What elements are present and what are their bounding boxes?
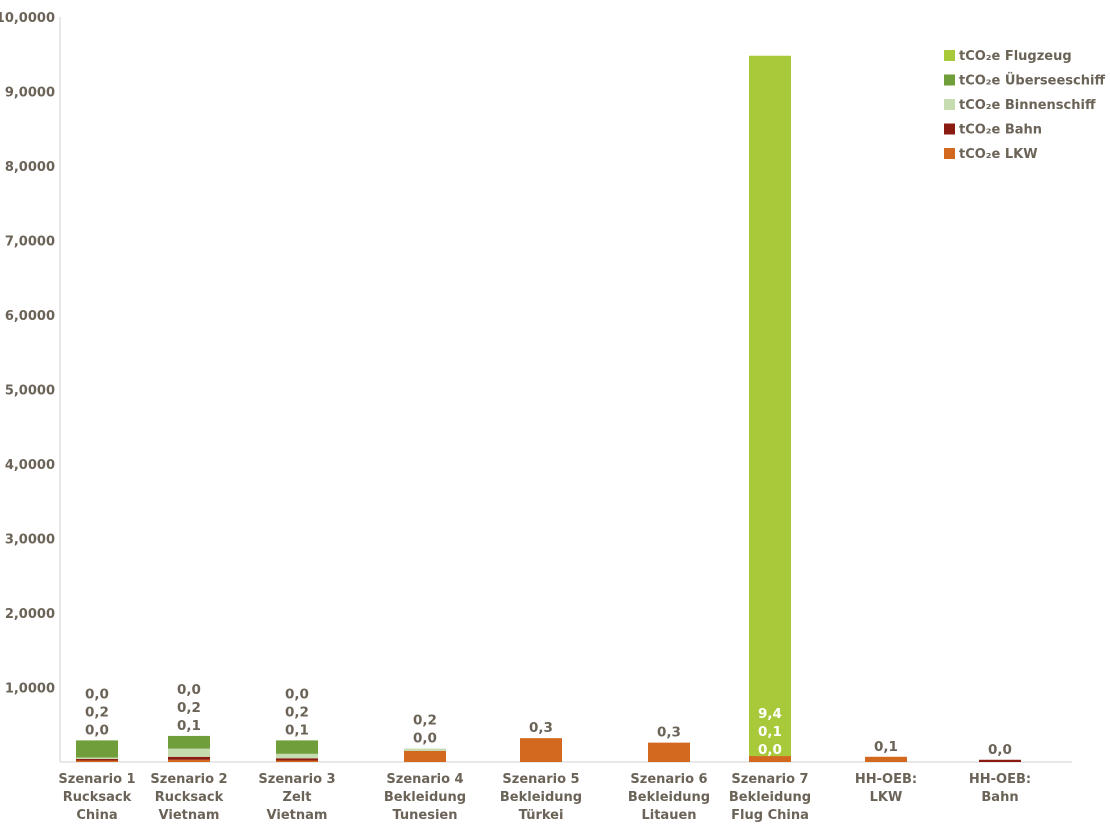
bar-segment [276,740,318,754]
y-tick-label: 1,0000 [5,682,55,697]
data-label: 9,4 [758,706,782,722]
bar-segment [168,735,210,749]
bar-segment [168,759,210,762]
data-label: 0,1 [177,718,201,734]
data-label: 0,0 [285,686,309,702]
bar-segment [168,748,210,757]
bar-segment [404,750,446,762]
bar-segment [865,756,907,762]
axes [59,17,1072,763]
data-label: 0,3 [529,720,553,736]
x-category-label: Szenario 1 Rucksack China [58,772,135,823]
legend-label: tCO₂e LKW [959,147,1038,162]
x-category-label: Szenario 6 Bekleidung Litauen [628,772,710,823]
bar-segment [76,760,118,762]
y-tick-label: 5,0000 [5,384,55,399]
y-tick-label: 6,0000 [5,309,55,324]
y-tick-label: 7,0000 [5,235,55,250]
legend-swatch [944,74,955,86]
data-label: 0,2 [285,704,309,720]
data-label: 0,2 [413,713,437,729]
bar-segment [276,758,318,761]
legend-label: tCO₂e Bahn [959,123,1042,138]
data-label: 0,2 [177,700,201,716]
bars [76,55,1021,762]
bar-segment [76,757,118,760]
legend-swatch [944,148,955,159]
legend-label: tCO₂e Überseeschiff [959,73,1105,89]
y-tick-label: 2,0000 [5,607,55,622]
data-label: 0,0 [988,742,1012,758]
data-label: 0,2 [85,704,109,720]
bar-segment [404,748,446,751]
y-tick-label: 9,0000 [5,86,55,101]
legend-swatch [944,123,955,135]
y-axis-ticks: 1,0000 2,0000 3,0000 4,0000 5,0000 6,0000 7,00… [0,11,55,697]
data-label: 0,0 [177,682,201,698]
bar-segment [648,742,690,762]
data-labels: 0,0 0,2 0,0 0,0 0,2 0,1 0,0 0,2 0,1 0,2 0,0 0,3 0,3 9… [85,682,1012,758]
bar-segment [168,756,210,760]
bar-segment [276,753,318,759]
x-category-label: Szenario 7 Bekleidung Flug China [729,772,811,823]
legend-label: tCO₂e Flugzeug [959,49,1072,64]
bar-segment [276,760,318,762]
bar-segment [749,756,791,762]
bar-segment [520,738,562,762]
y-tick-label: 10,0000 [0,11,55,26]
x-category-label: Szenario 2 Rucksack Vietnam [150,772,227,823]
data-label: 0,0 [758,742,782,758]
data-label: 0,0 [413,731,437,747]
y-tick-label: 3,0000 [5,533,55,548]
legend-label: tCO₂e Binnenschiff [959,98,1096,113]
y-tick-label: 4,0000 [5,458,55,473]
y-tick-label: 8,0000 [5,160,55,175]
data-label: 0,3 [657,725,681,741]
x-category-label: HH-OEB: LKW [855,772,917,805]
legend-swatch [944,99,955,110]
x-axis-categories: Szenario 1 Rucksack China Szenario 2 Rucksac… [58,772,1031,823]
bar-segment [76,759,118,761]
data-label: 0,1 [285,722,309,738]
x-category-label: Szenario 3 Zelt Vietnam [258,772,335,823]
bar-segment [749,55,791,757]
data-label: 0,1 [758,724,782,740]
x-category-label: HH-OEB: Bahn [969,772,1031,805]
legend-swatch [944,50,955,61]
legend: tCO₂e Flugzeug tCO₂e Überseeschiff tCO₂e B… [944,49,1105,162]
data-label: 0,0 [85,722,109,738]
bar-segment [76,740,118,758]
data-label: 0,1 [874,739,898,755]
bar-segment [979,759,1021,762]
x-category-label: Szenario 4 Bekleidung Tunesien [384,772,466,823]
data-label: 0,0 [85,686,109,702]
x-category-label: Szenario 5 Bekleidung Türkei [500,772,582,823]
